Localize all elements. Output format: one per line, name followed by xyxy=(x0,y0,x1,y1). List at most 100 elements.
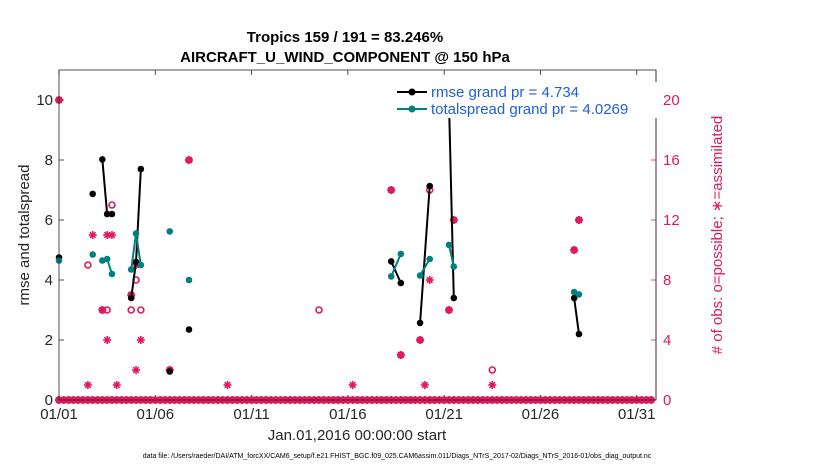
legend-rmse-marker xyxy=(408,88,416,96)
obs-assimilated-point xyxy=(444,306,453,314)
obs-assimilated-point xyxy=(223,381,232,389)
spread-line xyxy=(447,244,455,267)
rmse-line xyxy=(101,159,112,215)
spread-point xyxy=(445,241,453,249)
obs-possible-point xyxy=(84,261,92,269)
obs-star-stroke xyxy=(488,381,496,389)
obs-star-stroke xyxy=(84,381,92,389)
x-tick-label: 01/21 xyxy=(425,406,463,423)
y-right-tick-label: 8 xyxy=(663,272,671,289)
rmse-point xyxy=(132,258,140,266)
y-tick-label: 2 xyxy=(45,332,53,349)
rmse-point xyxy=(570,294,578,302)
rmse-point xyxy=(99,156,106,163)
legend-rmse-label: rmse grand pr = 4.734 xyxy=(431,84,579,101)
rmse-point xyxy=(575,330,583,338)
rmse-point xyxy=(450,294,458,302)
obs-star-stroke xyxy=(185,156,193,164)
y-axis-label: rmse and totalspread xyxy=(16,165,33,306)
obs-star-stroke xyxy=(137,336,145,344)
rmse-line xyxy=(419,186,431,323)
obs-assimilated-point xyxy=(570,246,579,254)
spread-point xyxy=(89,251,97,258)
obs-possible-point xyxy=(137,306,145,314)
chart-title: Tropics 159 / 191 = 83.246% xyxy=(247,29,443,46)
obs-star-stroke xyxy=(113,381,121,389)
x-tick-label: 01/06 xyxy=(137,406,175,423)
legend-spread-label: totalspread grand pr = 4.0269 xyxy=(431,101,628,118)
obs-assimilated-point xyxy=(136,336,145,344)
spread-point xyxy=(416,272,424,279)
y-right-tick-label: 20 xyxy=(663,92,680,109)
legend-box xyxy=(393,82,659,118)
legend: rmse grand pr = 4.734 totalspread grand … xyxy=(393,82,659,118)
obs-star-stroke xyxy=(98,306,106,314)
rmse-point xyxy=(166,368,174,375)
obs-assimilated-point xyxy=(88,231,97,239)
y-axis-right-label: # of obs: o=possible; ∗=assimilated xyxy=(709,116,726,355)
y-right-tick-label: 16 xyxy=(663,152,680,169)
x-tick-label: 01/11 xyxy=(233,406,269,423)
y-tick-label: 4 xyxy=(45,272,53,289)
obs-assimilated-point xyxy=(132,366,141,374)
obs-star-stroke xyxy=(387,186,395,194)
obs-star-stroke xyxy=(426,276,434,284)
rmse-line xyxy=(573,297,580,335)
obs-assimilated-point xyxy=(98,306,107,314)
y-tick-label: 10 xyxy=(36,92,53,109)
rmse-point xyxy=(108,210,116,218)
rmse-point xyxy=(185,326,193,333)
rmse-point xyxy=(426,182,434,190)
spread-line xyxy=(390,253,402,277)
obs-assimilated-point xyxy=(425,276,434,284)
spread-point xyxy=(103,255,111,263)
y-tick-label: 8 xyxy=(45,152,53,169)
y-right-tick-label: 12 xyxy=(663,212,680,229)
plot-frame xyxy=(58,69,657,401)
obs-star-stroke xyxy=(103,336,111,344)
x-tick-label: 01/31 xyxy=(618,406,656,423)
obs-possible-point xyxy=(108,201,116,209)
spread-point xyxy=(185,276,193,284)
obs-assimilated-point xyxy=(184,156,193,164)
rmse-point xyxy=(416,319,424,327)
rmse-point xyxy=(89,190,97,198)
rmse-point xyxy=(137,165,145,173)
obs-assimilated-point xyxy=(488,381,497,389)
rmse-point xyxy=(127,294,135,302)
rmse-point xyxy=(387,258,395,265)
obs-assimilated-point xyxy=(416,336,425,344)
x-tick-label: 01/16 xyxy=(329,406,367,423)
y-right-tick-label: 0 xyxy=(663,392,671,409)
obs-star-stroke xyxy=(108,231,116,239)
x-axis-label: Jan.01,2016 00:00:00 start xyxy=(268,427,447,444)
obs-star-stroke xyxy=(570,246,578,254)
obs-assimilated-point xyxy=(103,336,112,344)
obs-star-stroke xyxy=(397,351,405,359)
obs-possible-point xyxy=(488,366,497,374)
spread-point xyxy=(132,230,140,237)
y-tick-label: 0 xyxy=(45,392,53,409)
spread-point xyxy=(450,263,458,270)
spread-point xyxy=(397,250,405,258)
obs-star-stroke xyxy=(349,381,357,389)
obs-assimilated-point xyxy=(420,381,429,389)
obs-star-stroke xyxy=(575,216,583,224)
x-tick-label: 01/01 xyxy=(40,406,78,423)
spread-point xyxy=(575,291,583,298)
spread-point xyxy=(426,255,434,263)
rmse-point xyxy=(397,279,405,287)
obs-star-stroke xyxy=(421,381,429,389)
obs-assimilated-point xyxy=(83,381,92,389)
y-tick-label: 6 xyxy=(45,212,53,229)
spread-point xyxy=(127,266,135,273)
obs-assimilated-point xyxy=(107,231,116,239)
obs-star-stroke xyxy=(445,306,453,314)
obs-star-stroke xyxy=(132,366,140,374)
chart-subtitle: AIRCRAFT_U_WIND_COMPONENT @ 150 hPa xyxy=(180,49,510,66)
rmse-line xyxy=(390,260,402,284)
x-tick-label: 01/26 xyxy=(522,406,560,423)
footnote: data file: /Users/raeder/DAI/ATM_forcXX/… xyxy=(143,453,652,460)
obs-assimilated-point xyxy=(387,186,396,194)
